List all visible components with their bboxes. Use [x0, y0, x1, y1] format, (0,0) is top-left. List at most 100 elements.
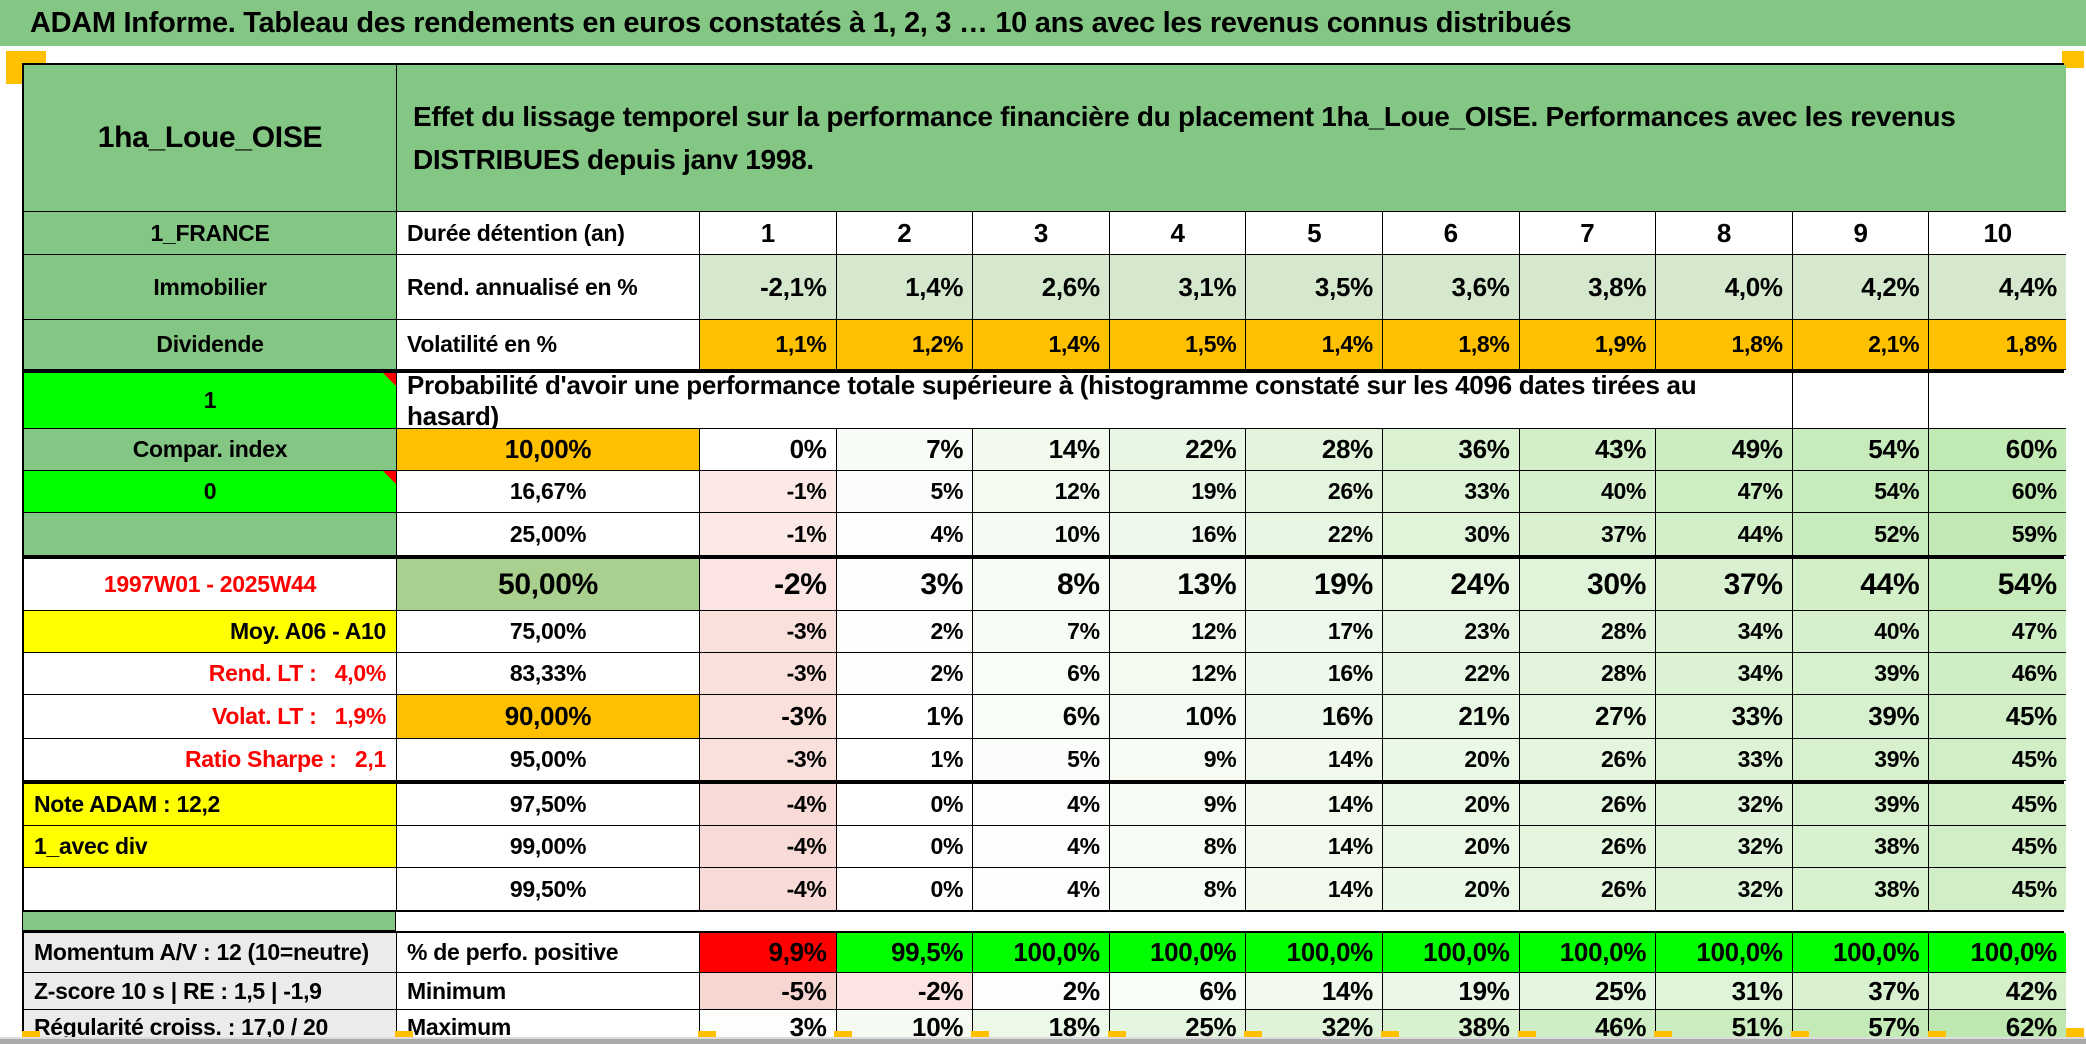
row-sublabel-cell[interactable]: 50,00% — [397, 559, 700, 611]
row-sublabel-cell[interactable]: 95,00% — [397, 739, 700, 781]
spreadsheet-cell[interactable]: 28% — [1246, 429, 1383, 471]
spreadsheet-cell[interactable]: 44% — [1792, 559, 1930, 611]
row-label-cell[interactable]: Rend. LT : 4,0% — [24, 653, 397, 695]
spreadsheet-cell[interactable]: 26% — [1246, 471, 1383, 513]
spreadsheet-cell[interactable]: 27% — [1519, 695, 1657, 739]
spreadsheet-cell[interactable]: 20% — [1382, 784, 1520, 826]
spreadsheet-cell[interactable]: 16% — [1246, 653, 1383, 695]
spreadsheet-cell[interactable]: -3% — [700, 695, 837, 739]
spreadsheet-cell[interactable]: 1,8% — [1929, 320, 2066, 370]
spreadsheet-cell[interactable]: 19% — [1246, 559, 1383, 611]
spreadsheet-cell[interactable]: 37% — [1792, 973, 1930, 1010]
spreadsheet-cell[interactable]: 26% — [1519, 826, 1657, 868]
spreadsheet-cell[interactable]: 4% — [973, 868, 1110, 910]
spreadsheet-cell[interactable]: 14% — [1246, 784, 1383, 826]
spreadsheet-cell[interactable]: 25% — [1519, 973, 1657, 1010]
spreadsheet-cell[interactable]: -1% — [700, 513, 837, 556]
row-sublabel-cell[interactable]: % de perfo. positive — [397, 933, 700, 973]
spreadsheet-cell[interactable]: 2,6% — [973, 255, 1110, 320]
spreadsheet-cell[interactable]: 1,4% — [1246, 320, 1383, 370]
spreadsheet-cell[interactable]: 30% — [1519, 559, 1657, 611]
spreadsheet-cell[interactable]: 33% — [1382, 471, 1520, 513]
spreadsheet-cell[interactable]: 9% — [1109, 739, 1247, 781]
spreadsheet-cell[interactable]: 47% — [1929, 611, 2066, 653]
spreadsheet-cell[interactable]: 100,0% — [1792, 933, 1930, 973]
spreadsheet-cell[interactable]: -4% — [700, 784, 837, 826]
spreadsheet-cell[interactable]: 38% — [1792, 826, 1930, 868]
spreadsheet-cell[interactable]: 33% — [1656, 739, 1793, 781]
spreadsheet-cell[interactable]: 45% — [1929, 868, 2066, 910]
spreadsheet-cell[interactable]: 16% — [1109, 513, 1247, 556]
spreadsheet-cell[interactable]: 59% — [1929, 513, 2066, 556]
spreadsheet-cell[interactable]: 32% — [1656, 868, 1793, 910]
spreadsheet-cell[interactable]: 44% — [1656, 513, 1793, 556]
empty-cell[interactable] — [1792, 373, 1930, 429]
row-label-cell[interactable]: Dividende — [24, 320, 397, 370]
row-label-cell[interactable]: 1997W01 - 2025W44 — [24, 559, 397, 611]
spreadsheet-cell[interactable]: 2% — [973, 973, 1110, 1010]
spreadsheet-cell[interactable]: -2,1% — [700, 255, 837, 320]
spreadsheet-cell[interactable]: 100,0% — [1109, 933, 1247, 973]
row-sublabel-cell[interactable]: 99,50% — [397, 868, 700, 910]
spreadsheet-cell[interactable]: 21% — [1382, 695, 1520, 739]
spreadsheet-cell[interactable]: 24% — [1382, 559, 1520, 611]
spreadsheet-cell[interactable]: 4,4% — [1929, 255, 2066, 320]
spreadsheet-cell[interactable]: 1,4% — [836, 255, 974, 320]
spreadsheet-cell[interactable]: 45% — [1929, 826, 2066, 868]
row-label-cell[interactable]: 0 — [24, 471, 397, 513]
spreadsheet-cell[interactable]: 10 — [1929, 212, 2066, 255]
spreadsheet-cell[interactable]: 6 — [1382, 212, 1520, 255]
spreadsheet-cell[interactable]: 7 — [1519, 212, 1657, 255]
spreadsheet-cell[interactable]: 39% — [1792, 739, 1930, 781]
spreadsheet-cell[interactable]: 4 — [1109, 212, 1247, 255]
spreadsheet-cell[interactable]: 42% — [1929, 973, 2066, 1010]
description-cell[interactable]: Effet du lissage temporel sur la perform… — [397, 65, 2066, 212]
spreadsheet-cell[interactable]: 100,0% — [1656, 933, 1793, 973]
row-label-cell[interactable]: 1_FRANCE — [24, 212, 397, 255]
spreadsheet-cell[interactable]: 99,5% — [836, 933, 974, 973]
spreadsheet-cell[interactable]: 10% — [973, 513, 1110, 556]
row-sublabel-cell[interactable]: 97,50% — [397, 784, 700, 826]
spreadsheet-cell[interactable]: 8% — [1109, 868, 1247, 910]
row-label-cell[interactable]: Immobilier — [24, 255, 397, 320]
spreadsheet-cell[interactable]: 1,5% — [1109, 320, 1247, 370]
spreadsheet-cell[interactable]: 36% — [1382, 429, 1520, 471]
spreadsheet-cell[interactable]: 32% — [1656, 826, 1793, 868]
spreadsheet-cell[interactable]: 32% — [1656, 784, 1793, 826]
spreadsheet-cell[interactable]: 1,2% — [836, 320, 974, 370]
spreadsheet-cell[interactable]: 9,9% — [700, 933, 837, 973]
spreadsheet-cell[interactable]: 6% — [973, 695, 1110, 739]
spreadsheet-cell[interactable]: 100,0% — [1519, 933, 1657, 973]
spreadsheet-cell[interactable]: 60% — [1929, 471, 2066, 513]
spreadsheet-cell[interactable]: 1 — [700, 212, 837, 255]
spreadsheet-cell[interactable]: 4,0% — [1656, 255, 1793, 320]
spreadsheet-cell[interactable]: 17% — [1246, 611, 1383, 653]
spreadsheet-cell[interactable]: 34% — [1656, 611, 1793, 653]
row-sublabel-cell[interactable]: 75,00% — [397, 611, 700, 653]
row-sublabel-cell[interactable]: 25,00% — [397, 513, 700, 556]
spreadsheet-cell[interactable]: 26% — [1519, 868, 1657, 910]
empty-cell[interactable] — [1929, 373, 2066, 429]
spreadsheet-cell[interactable]: 38% — [1792, 868, 1930, 910]
spreadsheet-cell[interactable]: 7% — [836, 429, 974, 471]
spreadsheet-cell[interactable]: 4,2% — [1792, 255, 1930, 320]
spreadsheet-cell[interactable]: 37% — [1656, 559, 1793, 611]
spreadsheet-cell[interactable]: 9% — [1109, 784, 1247, 826]
row-sublabel-cell[interactable]: Rend. annualisé en % — [397, 255, 700, 320]
spreadsheet-cell[interactable]: -3% — [700, 739, 837, 781]
spreadsheet-cell[interactable]: 22% — [1382, 653, 1520, 695]
spreadsheet-cell[interactable]: 3,5% — [1246, 255, 1383, 320]
spreadsheet-cell[interactable]: 5 — [1246, 212, 1383, 255]
row-label-cell[interactable]: 1_avec div — [24, 826, 397, 868]
row-sublabel-cell[interactable]: Durée détention (an) — [397, 212, 700, 255]
spreadsheet-cell[interactable]: -2% — [836, 973, 974, 1010]
row-sublabel-cell[interactable]: Minimum — [397, 973, 700, 1010]
spreadsheet-cell[interactable]: 0% — [836, 826, 974, 868]
spreadsheet-cell[interactable]: 13% — [1109, 559, 1247, 611]
row-sublabel-cell[interactable]: Volatilité en % — [397, 320, 700, 370]
spreadsheet-cell[interactable]: 14% — [1246, 739, 1383, 781]
spreadsheet-cell[interactable]: 3,6% — [1382, 255, 1520, 320]
spreadsheet-cell[interactable]: 4% — [973, 784, 1110, 826]
spreadsheet-cell[interactable]: 14% — [973, 429, 1110, 471]
spreadsheet-cell[interactable]: 22% — [1246, 513, 1383, 556]
